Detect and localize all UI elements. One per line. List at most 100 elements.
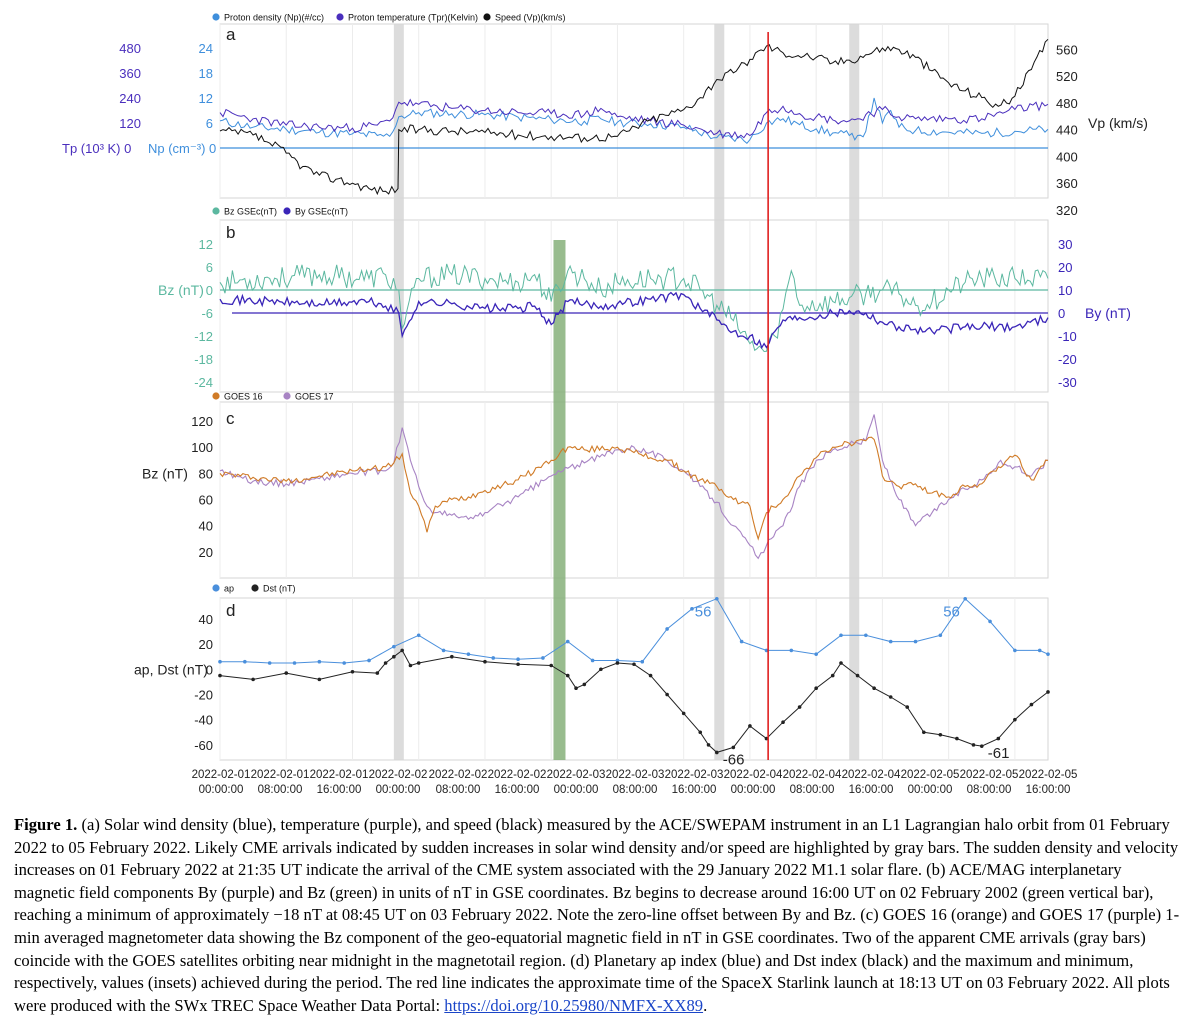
tick-speed: 360 — [1056, 176, 1078, 191]
point-dst — [979, 744, 984, 748]
axis-label-ap-dst: ap, Dst (nT) — [134, 661, 208, 677]
tick-ap-dst: -20 — [194, 687, 213, 702]
x-tick-time: 00:00:00 — [199, 784, 244, 796]
point-dst — [375, 671, 380, 675]
x-tick-time: 08:00:00 — [790, 784, 835, 796]
x-tick-time: 00:00:00 — [376, 784, 421, 796]
tick-ap-dst: -60 — [194, 738, 213, 753]
x-tick-time: 08:00:00 — [436, 784, 481, 796]
tick-speed: 560 — [1056, 42, 1078, 57]
legend-speed-swatch — [483, 13, 491, 21]
point-ap — [317, 659, 322, 664]
point-dst — [888, 695, 893, 699]
x-tick-time: 16:00:00 — [317, 784, 362, 796]
x-tick-date: 2022-02-04 — [842, 769, 901, 781]
x-tick-time: 16:00:00 — [1026, 784, 1071, 796]
point-ap — [416, 633, 421, 638]
legend-proton-density-label: Proton density (Np)(#/cc) — [224, 13, 324, 23]
point-ap — [690, 607, 694, 611]
point-ap — [839, 633, 843, 638]
point-dst — [839, 661, 843, 665]
tick-ap-dst: 20 — [199, 637, 213, 652]
legend-bz-gsec-label: Bz GSEc(nT) — [224, 207, 277, 217]
x-tick-date: 2022-02-01 — [192, 769, 251, 781]
point-ap — [392, 644, 396, 649]
legend-proton-density-swatch — [212, 13, 220, 21]
x-tick-date: 2022-02-05 — [901, 769, 960, 781]
point-dst — [748, 724, 752, 728]
point-dst — [648, 673, 653, 678]
legend-goes16-swatch — [212, 392, 220, 400]
point-dst — [1013, 717, 1017, 722]
tick-speed: 480 — [1056, 96, 1078, 111]
tick-by: 30 — [1058, 237, 1072, 252]
point-dst — [830, 673, 835, 678]
tick-ap-dst: -40 — [194, 713, 213, 728]
axis-label-speed: Vp (km/s) — [1088, 115, 1148, 131]
axis-label-temperature: Tp (10³ K) 0 — [62, 141, 131, 156]
legend-dst-label: Dst (nT) — [263, 584, 296, 594]
point-dst — [698, 730, 703, 735]
point-ap — [888, 639, 893, 644]
panel-frame-d — [219, 597, 1049, 761]
point-dst — [971, 743, 976, 747]
panel-letter-c: c — [226, 409, 235, 428]
tick-by: -20 — [1058, 352, 1077, 367]
tick-temperature: 120 — [119, 116, 141, 131]
tick-bz: -6 — [201, 306, 213, 321]
legend-by-gsec-label: By GSEc(nT) — [295, 207, 348, 217]
point-ap — [789, 648, 794, 653]
legend-proton-temperature-swatch — [336, 13, 344, 21]
point-ap — [491, 656, 496, 660]
axis-label-by: By (nT) — [1085, 305, 1131, 321]
point-dst — [549, 663, 553, 668]
point-dst — [1046, 690, 1050, 694]
figure-1-chart: a b c d Proton density (Np)(#/cc) Proton temp… — [62, 13, 1148, 797]
x-tick-date: 2022-02-05 — [960, 769, 1019, 781]
x-tick-date: 2022-02-05 — [1019, 769, 1078, 781]
x-tick-date: 2022-02-02 — [429, 769, 488, 781]
tick-by: 10 — [1058, 283, 1072, 298]
tick-goes-bz: 20 — [199, 545, 213, 560]
point-dst — [392, 654, 396, 659]
x-tick-time: 00:00:00 — [731, 784, 776, 796]
point-ap — [1037, 648, 1042, 653]
cme-arrival-bar-1 — [393, 24, 404, 760]
point-dst — [400, 648, 404, 653]
x-tick-date: 2022-02-04 — [783, 769, 842, 781]
panel-frame-c — [219, 401, 1049, 579]
point-dst — [872, 686, 876, 690]
point-ap — [913, 639, 918, 644]
point-dst — [284, 671, 289, 675]
point-dst — [797, 705, 802, 709]
tick-goes-bz: 80 — [199, 466, 213, 481]
point-ap — [864, 633, 868, 638]
tick-temperature: 360 — [119, 66, 141, 81]
x-tick-date: 2022-02-02 — [488, 769, 547, 781]
tick-bz: 12 — [199, 237, 213, 252]
tick-ap-dst: 0 — [206, 662, 213, 677]
point-ap — [367, 658, 371, 663]
tick-density: 18 — [199, 66, 213, 81]
point-dst — [599, 667, 603, 672]
tick-by: -10 — [1058, 329, 1077, 344]
point-dst — [450, 654, 454, 659]
x-tick-time: 08:00:00 — [967, 784, 1012, 796]
point-ap — [342, 661, 347, 665]
point-dst — [218, 673, 222, 678]
annotation-ap-max-1: 56 — [695, 604, 712, 621]
point-dst — [681, 711, 686, 716]
tick-bz: -18 — [194, 352, 213, 367]
point-dst — [922, 730, 926, 735]
point-ap — [565, 639, 570, 644]
line-proton-temperature — [219, 98, 1049, 140]
x-tick-date: 2022-02-04 — [724, 769, 783, 781]
x-tick-date: 2022-02-01 — [251, 769, 310, 781]
legend-ap-label: ap — [224, 584, 234, 594]
point-dst — [938, 733, 943, 737]
caption-doi-link[interactable]: https://doi.org/10.25980/NMFX-XX89 — [444, 995, 704, 1015]
x-tick-date: 2022-02-03 — [606, 769, 665, 781]
line-proton-density — [219, 97, 1049, 145]
point-ap — [541, 656, 545, 660]
point-ap — [715, 596, 719, 601]
